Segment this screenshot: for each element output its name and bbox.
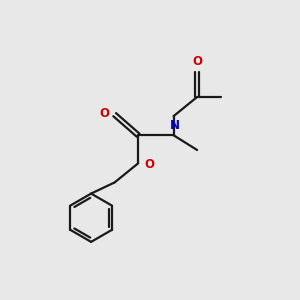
Text: O: O [99,107,110,120]
Text: N: N [170,119,180,132]
Text: O: O [193,56,203,68]
Text: O: O [145,158,155,171]
